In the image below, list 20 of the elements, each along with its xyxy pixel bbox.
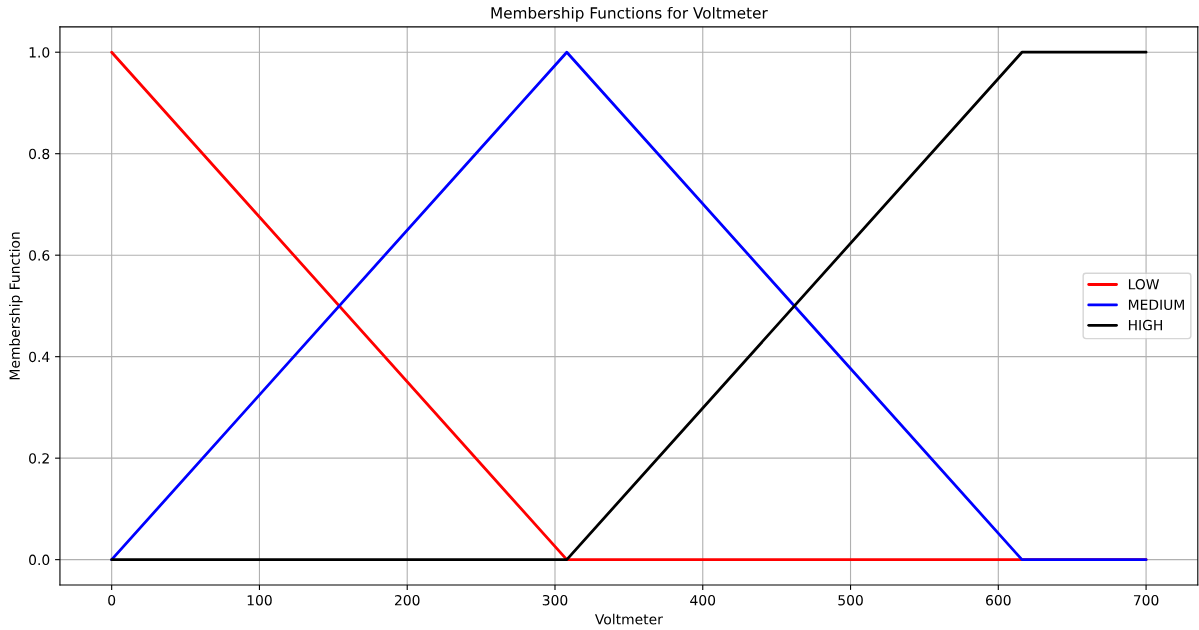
- legend-label: LOW: [1128, 279, 1160, 290]
- y-tick-label: 0.0: [29, 554, 50, 566]
- y-tick-label: 0.4: [29, 351, 50, 363]
- chart-title: Membership Functions for Voltmeter: [491, 6, 768, 22]
- y-tick-label: 0.6: [29, 250, 50, 261]
- x-tick-label: 100: [247, 594, 272, 606]
- x-tick-label: 300: [542, 594, 568, 606]
- x-tick-label: 700: [1133, 594, 1159, 606]
- x-tick-label: 200: [394, 594, 420, 606]
- x-tick-label: 0: [108, 594, 116, 606]
- x-tick-label: 500: [838, 594, 863, 606]
- x-tick-label: 600: [986, 594, 1011, 606]
- y-tick-label: 0.8: [29, 148, 50, 160]
- y-tick-label: 0.2: [29, 453, 49, 464]
- legend-label: HIGH: [1128, 319, 1162, 331]
- legend-label: MEDIUM: [1128, 299, 1184, 310]
- y-tick-label: 1.0: [29, 47, 50, 58]
- x-axis-title: Voltmeter: [594, 613, 663, 625]
- y-axis-title: Membership Function: [9, 232, 23, 380]
- x-tick-label: 400: [690, 594, 716, 606]
